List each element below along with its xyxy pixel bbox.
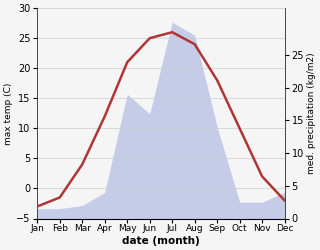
X-axis label: date (month): date (month) xyxy=(122,236,200,246)
Y-axis label: med. precipitation (kg/m2): med. precipitation (kg/m2) xyxy=(307,52,316,174)
Y-axis label: max temp (C): max temp (C) xyxy=(4,82,13,144)
